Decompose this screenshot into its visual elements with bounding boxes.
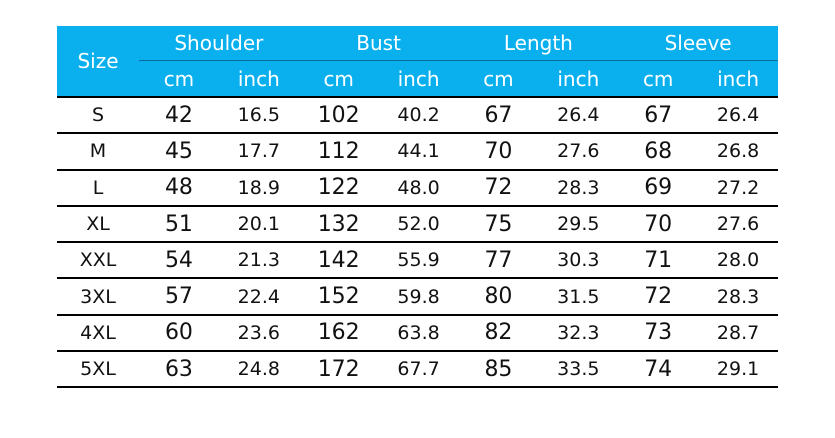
inch-cell: 32.3	[538, 314, 619, 353]
bust-header: Bust	[298, 26, 459, 61]
inch-cell: 28.0	[698, 242, 778, 280]
table-row: S 42 16.5 102 40.2 67 26.4 67 26.4	[57, 97, 778, 135]
cm-cell: 68	[618, 133, 699, 171]
unit-header: inch	[698, 60, 778, 98]
size-chart-table: Size Shoulder Bust Length Sleeve cm inch…	[57, 26, 778, 389]
length-header: Length	[458, 26, 619, 61]
size-header: Size	[57, 26, 139, 98]
inch-cell: 27.6	[538, 133, 619, 171]
cm-cell: 75	[458, 205, 539, 244]
inch-cell: 20.1	[218, 205, 299, 244]
inch-cell: 28.3	[538, 169, 619, 207]
inch-cell: 21.3	[218, 242, 299, 280]
cm-cell: 73	[618, 314, 699, 353]
inch-cell: 23.6	[218, 314, 299, 353]
inch-cell: 17.7	[218, 133, 299, 171]
inch-cell: 27.6	[698, 205, 778, 244]
cm-cell: 71	[618, 242, 699, 280]
inch-cell: 29.5	[538, 205, 619, 244]
inch-cell: 18.9	[218, 169, 299, 207]
table-body: S 42 16.5 102 40.2 67 26.4 67 26.4 M 45 17.7 112 44.1…	[57, 97, 778, 389]
unit-header: inch	[218, 60, 299, 98]
cm-cell: 172	[298, 351, 379, 389]
inch-cell: 26.4	[538, 97, 619, 135]
cm-cell: 57	[139, 278, 219, 316]
cm-cell: 77	[458, 242, 539, 280]
size-cell: S	[57, 97, 139, 135]
table-row: 5XL 63 24.8 172 67.7 85 33.5 74 29.1	[57, 351, 778, 389]
inch-cell: 26.8	[698, 133, 778, 171]
cm-cell: 42	[139, 97, 219, 135]
shoulder-header: Shoulder	[139, 26, 299, 61]
cm-cell: 74	[618, 351, 699, 389]
inch-cell: 26.4	[698, 97, 778, 135]
cm-cell: 67	[458, 97, 539, 135]
inch-cell: 67.7	[378, 351, 459, 389]
cm-cell: 51	[139, 205, 219, 244]
size-cell: 5XL	[57, 351, 139, 389]
inch-cell: 55.9	[378, 242, 459, 280]
table-row: 3XL 57 22.4 152 59.8 80 31.5 72 28.3	[57, 278, 778, 316]
cm-cell: 82	[458, 314, 539, 353]
cm-cell: 132	[298, 205, 379, 244]
inch-cell: 22.4	[218, 278, 299, 316]
inch-cell: 48.0	[378, 169, 459, 207]
inch-cell: 33.5	[538, 351, 619, 389]
cm-cell: 69	[618, 169, 699, 207]
size-cell: XL	[57, 205, 139, 244]
inch-cell: 30.3	[538, 242, 619, 280]
inch-cell: 16.5	[218, 97, 299, 135]
unit-header: cm	[139, 60, 219, 98]
inch-cell: 59.8	[378, 278, 459, 316]
inch-cell: 44.1	[378, 133, 459, 171]
cm-cell: 122	[298, 169, 379, 207]
cm-cell: 67	[618, 97, 699, 135]
cm-cell: 70	[458, 133, 539, 171]
cm-cell: 72	[458, 169, 539, 207]
inch-cell: 24.8	[218, 351, 299, 389]
cm-cell: 152	[298, 278, 379, 316]
cm-cell: 48	[139, 169, 219, 207]
cm-cell: 112	[298, 133, 379, 171]
cm-cell: 72	[618, 278, 699, 316]
size-cell: 4XL	[57, 314, 139, 353]
cm-cell: 102	[298, 97, 379, 135]
unit-header: inch	[378, 60, 459, 98]
inch-cell: 29.1	[698, 351, 778, 389]
cm-cell: 63	[139, 351, 219, 389]
unit-header: cm	[298, 60, 379, 98]
table-row: XL 51 20.1 132 52.0 75 29.5 70 27.6	[57, 205, 778, 244]
inch-cell: 27.2	[698, 169, 778, 207]
size-cell: 3XL	[57, 278, 139, 316]
unit-header: inch	[538, 60, 619, 98]
unit-header: cm	[618, 60, 699, 98]
inch-cell: 28.7	[698, 314, 778, 353]
cm-cell: 45	[139, 133, 219, 171]
inch-cell: 52.0	[378, 205, 459, 244]
inch-cell: 28.3	[698, 278, 778, 316]
cm-cell: 142	[298, 242, 379, 280]
table-row: 4XL 60 23.6 162 63.8 82 32.3 73 28.7	[57, 314, 778, 353]
inch-cell: 31.5	[538, 278, 619, 316]
size-cell: M	[57, 133, 139, 171]
inch-cell: 63.8	[378, 314, 459, 353]
cm-cell: 80	[458, 278, 539, 316]
cm-cell: 60	[139, 314, 219, 353]
size-cell: L	[57, 169, 139, 207]
inch-cell: 40.2	[378, 97, 459, 135]
table-row: XXL 54 21.3 142 55.9 77 30.3 71 28.0	[57, 242, 778, 280]
cm-cell: 85	[458, 351, 539, 389]
table-row: L 48 18.9 122 48.0 72 28.3 69 27.2	[57, 169, 778, 207]
cm-cell: 70	[618, 205, 699, 244]
unit-header: cm	[458, 60, 539, 98]
sleeve-header: Sleeve	[618, 26, 778, 61]
table-row: M 45 17.7 112 44.1 70 27.6 68 26.8	[57, 133, 778, 171]
size-cell: XXL	[57, 242, 139, 280]
cm-cell: 162	[298, 314, 379, 353]
cm-cell: 54	[139, 242, 219, 280]
